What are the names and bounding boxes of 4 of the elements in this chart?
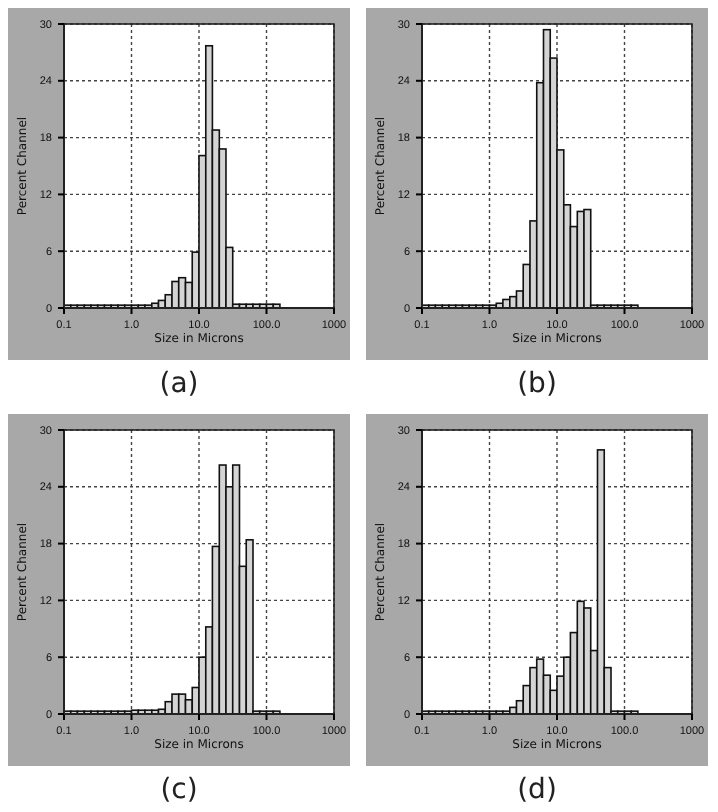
text: (d): [517, 774, 557, 806]
text: (c): [160, 774, 198, 806]
text: (b): [517, 368, 557, 400]
text: (a): [159, 368, 199, 400]
